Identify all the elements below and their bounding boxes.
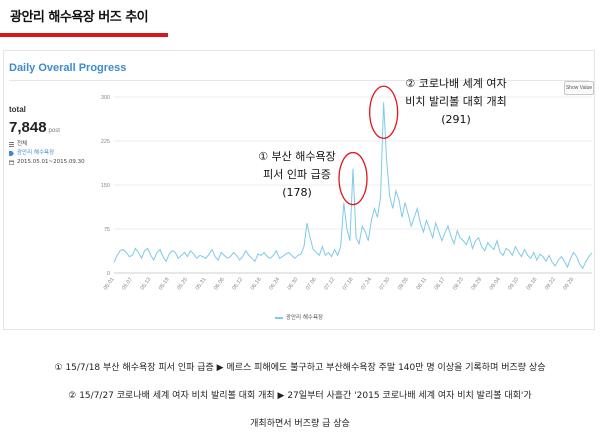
period-label: 2015.05.01~2015.09.30 bbox=[17, 159, 85, 165]
x-tick-label: 09.28 bbox=[562, 277, 575, 292]
stats-summary: total 7,848 post 전체 광안리 해수욕장 2015.05.01~2… bbox=[9, 105, 94, 167]
y-tick-label: 300 bbox=[101, 95, 110, 101]
category-label: 전체 bbox=[17, 141, 28, 147]
x-tick-label: 06.18 bbox=[250, 277, 263, 292]
x-tick-label: 08.23 bbox=[452, 277, 465, 292]
list-icon bbox=[9, 142, 14, 147]
title-underline bbox=[0, 33, 168, 37]
x-tick-label: 09.04 bbox=[489, 277, 502, 292]
x-tick-label: 09.10 bbox=[507, 277, 520, 292]
x-tick-label: 06.06 bbox=[213, 277, 226, 292]
peak-highlight-ring bbox=[368, 85, 399, 139]
series-line bbox=[113, 102, 593, 270]
x-tick-label: 07.24 bbox=[360, 277, 373, 292]
y-axis: 0 75 150 225 300 bbox=[101, 95, 110, 277]
x-tick-label: 08.17 bbox=[434, 277, 447, 292]
x-tick-label: 07.12 bbox=[323, 277, 336, 292]
total-label: total bbox=[9, 105, 26, 114]
x-tick-label: 05.25 bbox=[176, 277, 189, 292]
panel-divider bbox=[9, 80, 589, 81]
note-line-3: 개최하면서 버즈량 급 상승 bbox=[250, 419, 350, 429]
stats-list: 전체 광안리 해수욕장 2015.05.01~2015.09.30 bbox=[9, 140, 94, 167]
x-tick-label: 05.31 bbox=[195, 277, 208, 292]
chart-panel: Daily Overall Progress Show Value total … bbox=[3, 50, 595, 330]
y-tick-label: 225 bbox=[101, 139, 110, 145]
x-tick-label: 06.12 bbox=[232, 277, 245, 292]
total-row: 7,848 post bbox=[9, 117, 94, 136]
legend-label: 광안리 해수욕장 bbox=[285, 315, 324, 321]
tag-icon bbox=[9, 151, 14, 156]
show-value-button[interactable]: Show Value bbox=[564, 81, 594, 95]
x-tick-label: 07.30 bbox=[379, 277, 392, 292]
keyword-row[interactable]: 광안리 해수욕장 bbox=[9, 149, 94, 158]
x-tick-label: 05.07 bbox=[121, 277, 134, 292]
y-tick-label: 150 bbox=[101, 183, 110, 189]
calendar-icon bbox=[9, 160, 14, 165]
keyword-link[interactable]: 광안리 해수욕장 bbox=[17, 150, 55, 156]
x-tick-label: 08.11 bbox=[416, 277, 429, 291]
peak-highlight-ring bbox=[338, 151, 368, 206]
page-title: 광안리 해수욕장 버즈 추이 bbox=[10, 10, 149, 25]
period-row: 2015.05.01~2015.09.30 bbox=[9, 158, 94, 167]
note-line-1: ① 15/7/18 부산 해수욕장 피서 인파 급증 ▶ 메르스 피해에도 불구… bbox=[54, 363, 546, 373]
total-value: 7,848 bbox=[9, 119, 47, 136]
highlight-layer bbox=[338, 85, 399, 206]
category-row: 전체 bbox=[9, 140, 94, 149]
x-tick-label: 07.06 bbox=[305, 277, 318, 292]
x-tick-label: 09.16 bbox=[526, 277, 539, 292]
grid-layer bbox=[114, 96, 592, 274]
x-tick-label: 06.30 bbox=[287, 277, 300, 292]
x-tick-label: 05.13 bbox=[140, 277, 153, 292]
total-unit: post bbox=[48, 128, 60, 134]
legend-swatch bbox=[274, 316, 283, 319]
x-tick-label: 08.05 bbox=[397, 277, 410, 292]
chart-legend: 광안리 해수욕장 bbox=[4, 313, 594, 321]
x-tick-label: 07.18 bbox=[342, 277, 355, 292]
x-tick-label: 08.29 bbox=[471, 277, 484, 292]
y-tick-label: 0 bbox=[107, 271, 110, 277]
panel-title: Daily Overall Progress bbox=[9, 62, 127, 74]
x-tick-label: 09.22 bbox=[544, 277, 557, 292]
note-line-2: ② 15/7/27 코로나배 세계 여자 비치 발리볼 대회 개최 ▶ 27일부… bbox=[68, 391, 532, 401]
x-axis: 05.01 05.07 05.13 05.19 05.25 05.31 06.06 06.12… bbox=[103, 277, 575, 292]
x-tick-label: 06.24 bbox=[268, 277, 281, 292]
x-tick-label: 05.01 bbox=[103, 277, 116, 292]
y-tick-label: 75 bbox=[104, 227, 110, 233]
x-tick-label: 05.19 bbox=[158, 277, 171, 292]
